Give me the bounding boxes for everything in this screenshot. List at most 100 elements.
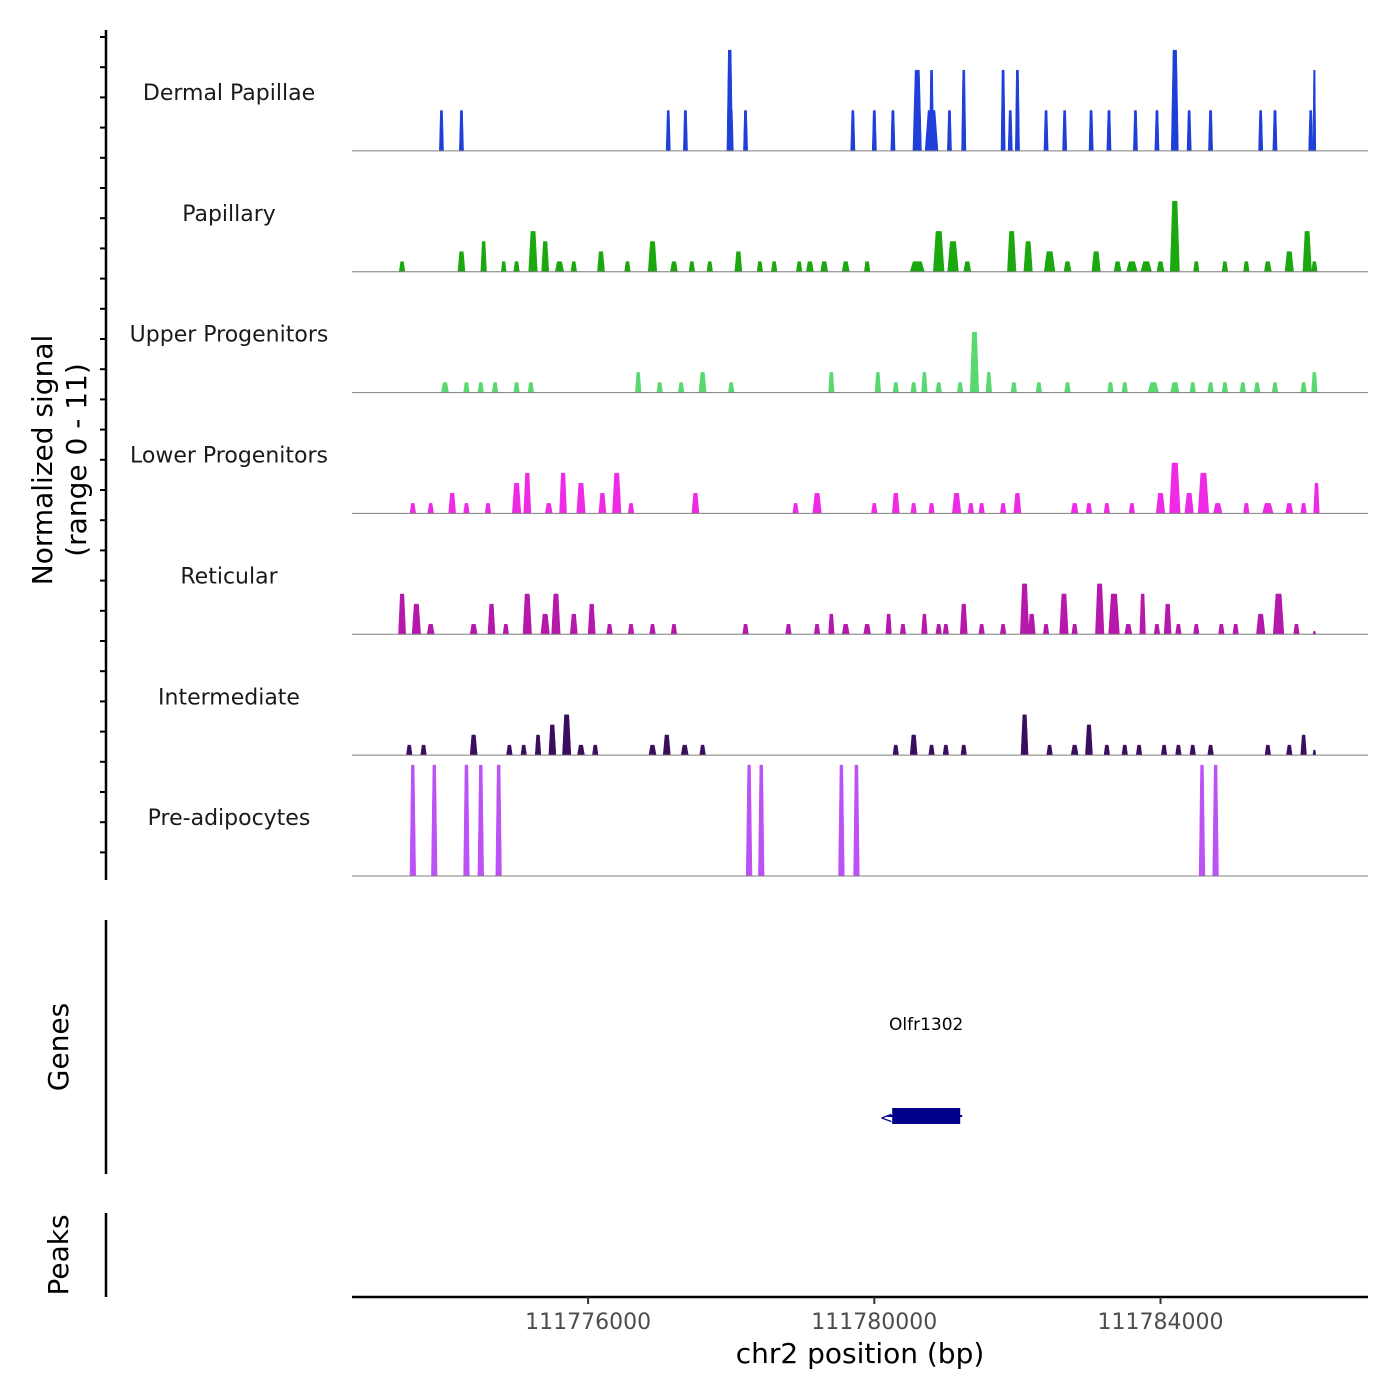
coverage-peak [1103,503,1110,514]
coverage-peak [491,382,499,393]
coverage-peak [1091,251,1101,272]
coverage-peak [469,623,478,635]
coverage-peak [500,261,507,272]
coverage-peak [1059,593,1069,635]
coverage-peak [1013,493,1022,514]
coverage-peak [698,372,707,393]
coverage-peak [409,764,416,877]
coverage-peak [812,493,822,514]
coverage-peak [921,372,928,393]
coverage-peak [1140,261,1152,272]
coverage-peak [1155,493,1166,514]
coverage-peak [598,493,607,514]
coverage-peak [1027,613,1036,635]
coverage-peak [871,503,878,514]
coverage-peak [1124,623,1133,635]
coverage-peak [1063,261,1072,272]
coverage-peak [1169,462,1181,514]
coverage-peak [813,623,821,635]
coverage-peak [1189,744,1196,756]
coverage-peak [1174,80,1178,152]
coverage-peak [570,261,577,272]
coverage-peak [999,503,1007,514]
coverage-peak [688,261,695,272]
gene-model[interactable]: Olfr1302 < [880,1015,964,1127]
track-reticular: Reticular [180,564,1368,635]
coverage-peak [683,110,688,152]
coverage-peak [1163,603,1172,635]
coverage-peak [1243,503,1250,514]
coverage-peak [635,372,642,393]
track-label-lower-progenitors: Lower Progenitors [130,444,328,469]
coverage-peak [678,382,685,393]
coverage-peak [477,382,484,393]
coverage-peak [457,251,466,272]
coverage-peak [502,623,509,635]
track-pre-adipocytes: Pre-adipocytes [148,764,1368,877]
coverage-peak [398,593,406,635]
coverage-peak [480,241,487,272]
coverage-peak [1212,764,1219,877]
coverage-peak [512,482,522,514]
coverage-peak [1308,110,1314,152]
coverage-peak [587,603,596,635]
coverage-peak [1272,593,1285,635]
coverage-peak [1015,69,1020,152]
coverage-peak [978,623,985,635]
coverage-peak [892,744,899,756]
coverage-peak [1311,372,1318,393]
coverage-peak [1085,503,1093,514]
coverage-peak [649,623,656,635]
coverage-peak [459,110,464,152]
coverage-peak [1271,382,1279,393]
coverage-peak [534,734,542,756]
coverage-peak [420,744,427,756]
coverage-peak [1023,241,1033,272]
coverage-peak [806,261,814,272]
coverage-peak [1020,714,1029,756]
coverage-peak [850,110,856,152]
coverage-y-ticks [100,36,106,854]
coverage-peak [899,623,907,635]
coverage-peak [670,623,678,635]
coverage-peak [1221,261,1229,272]
coverage-peak [670,261,678,272]
x-tick-label: 111780000 [811,1310,937,1335]
coverage-peak [1186,110,1192,152]
coverage-peak [1106,110,1112,152]
coverage-peak [828,613,835,635]
coverage-peak [647,241,658,272]
coverage-peak [495,764,502,877]
coverage-peak [952,493,962,514]
coverage-peak [828,372,835,393]
coverage-peak [745,764,753,877]
coverage-peak [1121,382,1128,393]
coverage-peak [1285,503,1294,514]
coverage-peak [957,382,964,393]
coverage-peak [1213,503,1223,514]
coverage-peak [1264,744,1271,756]
coverage-peak [1020,583,1030,635]
coverage-peak [969,331,980,393]
coverage-peak [1300,503,1307,514]
coverage-peak [758,764,765,877]
coverage-peak [756,261,763,272]
coverage-peak [1095,583,1105,635]
coverage-peak [1253,382,1261,393]
track-label-dermal-papillae: Dermal Papillae [143,81,315,106]
coverage-peak [1070,503,1079,514]
coverage-peak [1103,744,1110,756]
track-label-pre-adipocytes: Pre-adipocytes [148,806,311,831]
coverage-peak [523,472,532,514]
coverage-tracks: Dermal Papillae Papillary Upper Progenitor… [130,49,1368,877]
coverage-peak [963,261,972,272]
coverage-peak [1239,382,1246,393]
coverage-peak [1311,261,1318,272]
coverage-peak [411,603,421,635]
coverage-peak [1272,110,1278,152]
coverage-peak [1169,200,1180,272]
coverage-peak [1207,382,1214,393]
coverage-peak [912,69,922,152]
coverage-peak [960,744,967,756]
